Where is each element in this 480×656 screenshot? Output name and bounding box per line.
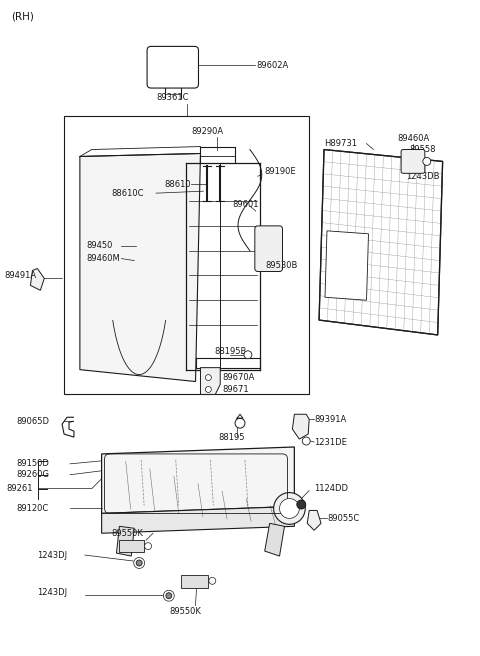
Text: 89558: 89558 [409,145,435,154]
Circle shape [209,577,216,584]
Polygon shape [102,506,294,533]
Text: 89671: 89671 [222,385,249,394]
Text: 89391A: 89391A [314,415,347,424]
Circle shape [136,560,142,566]
Polygon shape [30,268,44,291]
Text: 89190E: 89190E [264,167,296,176]
Circle shape [279,499,300,518]
Text: 89491A: 89491A [5,271,37,280]
Text: 89550K: 89550K [111,529,144,538]
Circle shape [423,157,431,165]
Circle shape [205,386,211,392]
Circle shape [274,493,305,524]
Polygon shape [264,523,285,556]
Polygon shape [292,414,309,439]
Text: 89450: 89450 [87,241,113,250]
Polygon shape [117,526,134,556]
Text: 1243DB: 1243DB [406,172,440,181]
Text: 88195: 88195 [218,432,245,441]
Text: 1124DD: 1124DD [314,484,348,493]
Text: 88195B: 88195B [214,347,246,356]
FancyBboxPatch shape [255,226,283,272]
Circle shape [163,590,174,601]
Text: H89731: H89731 [324,139,357,148]
Text: 89120C: 89120C [17,504,49,513]
Circle shape [297,500,306,509]
FancyBboxPatch shape [147,47,199,88]
Bar [64,116,309,394]
Polygon shape [307,510,321,530]
Polygon shape [201,367,220,394]
Polygon shape [325,231,369,300]
FancyBboxPatch shape [401,150,425,173]
Text: 89602A: 89602A [257,61,289,70]
Circle shape [144,543,152,550]
Text: 1243DJ: 1243DJ [37,550,68,560]
Text: 1243DJ: 1243DJ [37,588,68,597]
Text: 1231DE: 1231DE [314,438,347,447]
Circle shape [205,375,211,380]
Circle shape [235,419,245,428]
Text: 89601: 89601 [232,199,259,209]
Text: 88610: 88610 [164,180,191,189]
Text: 89065D: 89065D [17,417,49,426]
Text: 89460A: 89460A [397,134,430,143]
Text: 89260G: 89260G [17,470,49,480]
Polygon shape [319,150,443,335]
Text: 89261: 89261 [7,484,33,493]
Bar [120,540,144,552]
Circle shape [166,593,172,599]
Circle shape [244,351,252,359]
Text: 88610C: 88610C [111,189,144,197]
Text: 89361C: 89361C [156,93,189,102]
Circle shape [134,558,144,569]
Text: 89670A: 89670A [222,373,254,382]
Polygon shape [102,447,294,514]
Circle shape [302,437,310,445]
Text: 89530B: 89530B [266,261,298,270]
Text: (RH): (RH) [11,12,34,22]
Text: 89460M: 89460M [87,254,120,263]
Text: 89290A: 89290A [192,127,224,136]
Text: 89550K: 89550K [170,607,202,616]
Polygon shape [80,154,201,382]
Text: 89055C: 89055C [327,514,359,523]
Bar [180,575,208,588]
Text: 89150D: 89150D [17,459,49,468]
